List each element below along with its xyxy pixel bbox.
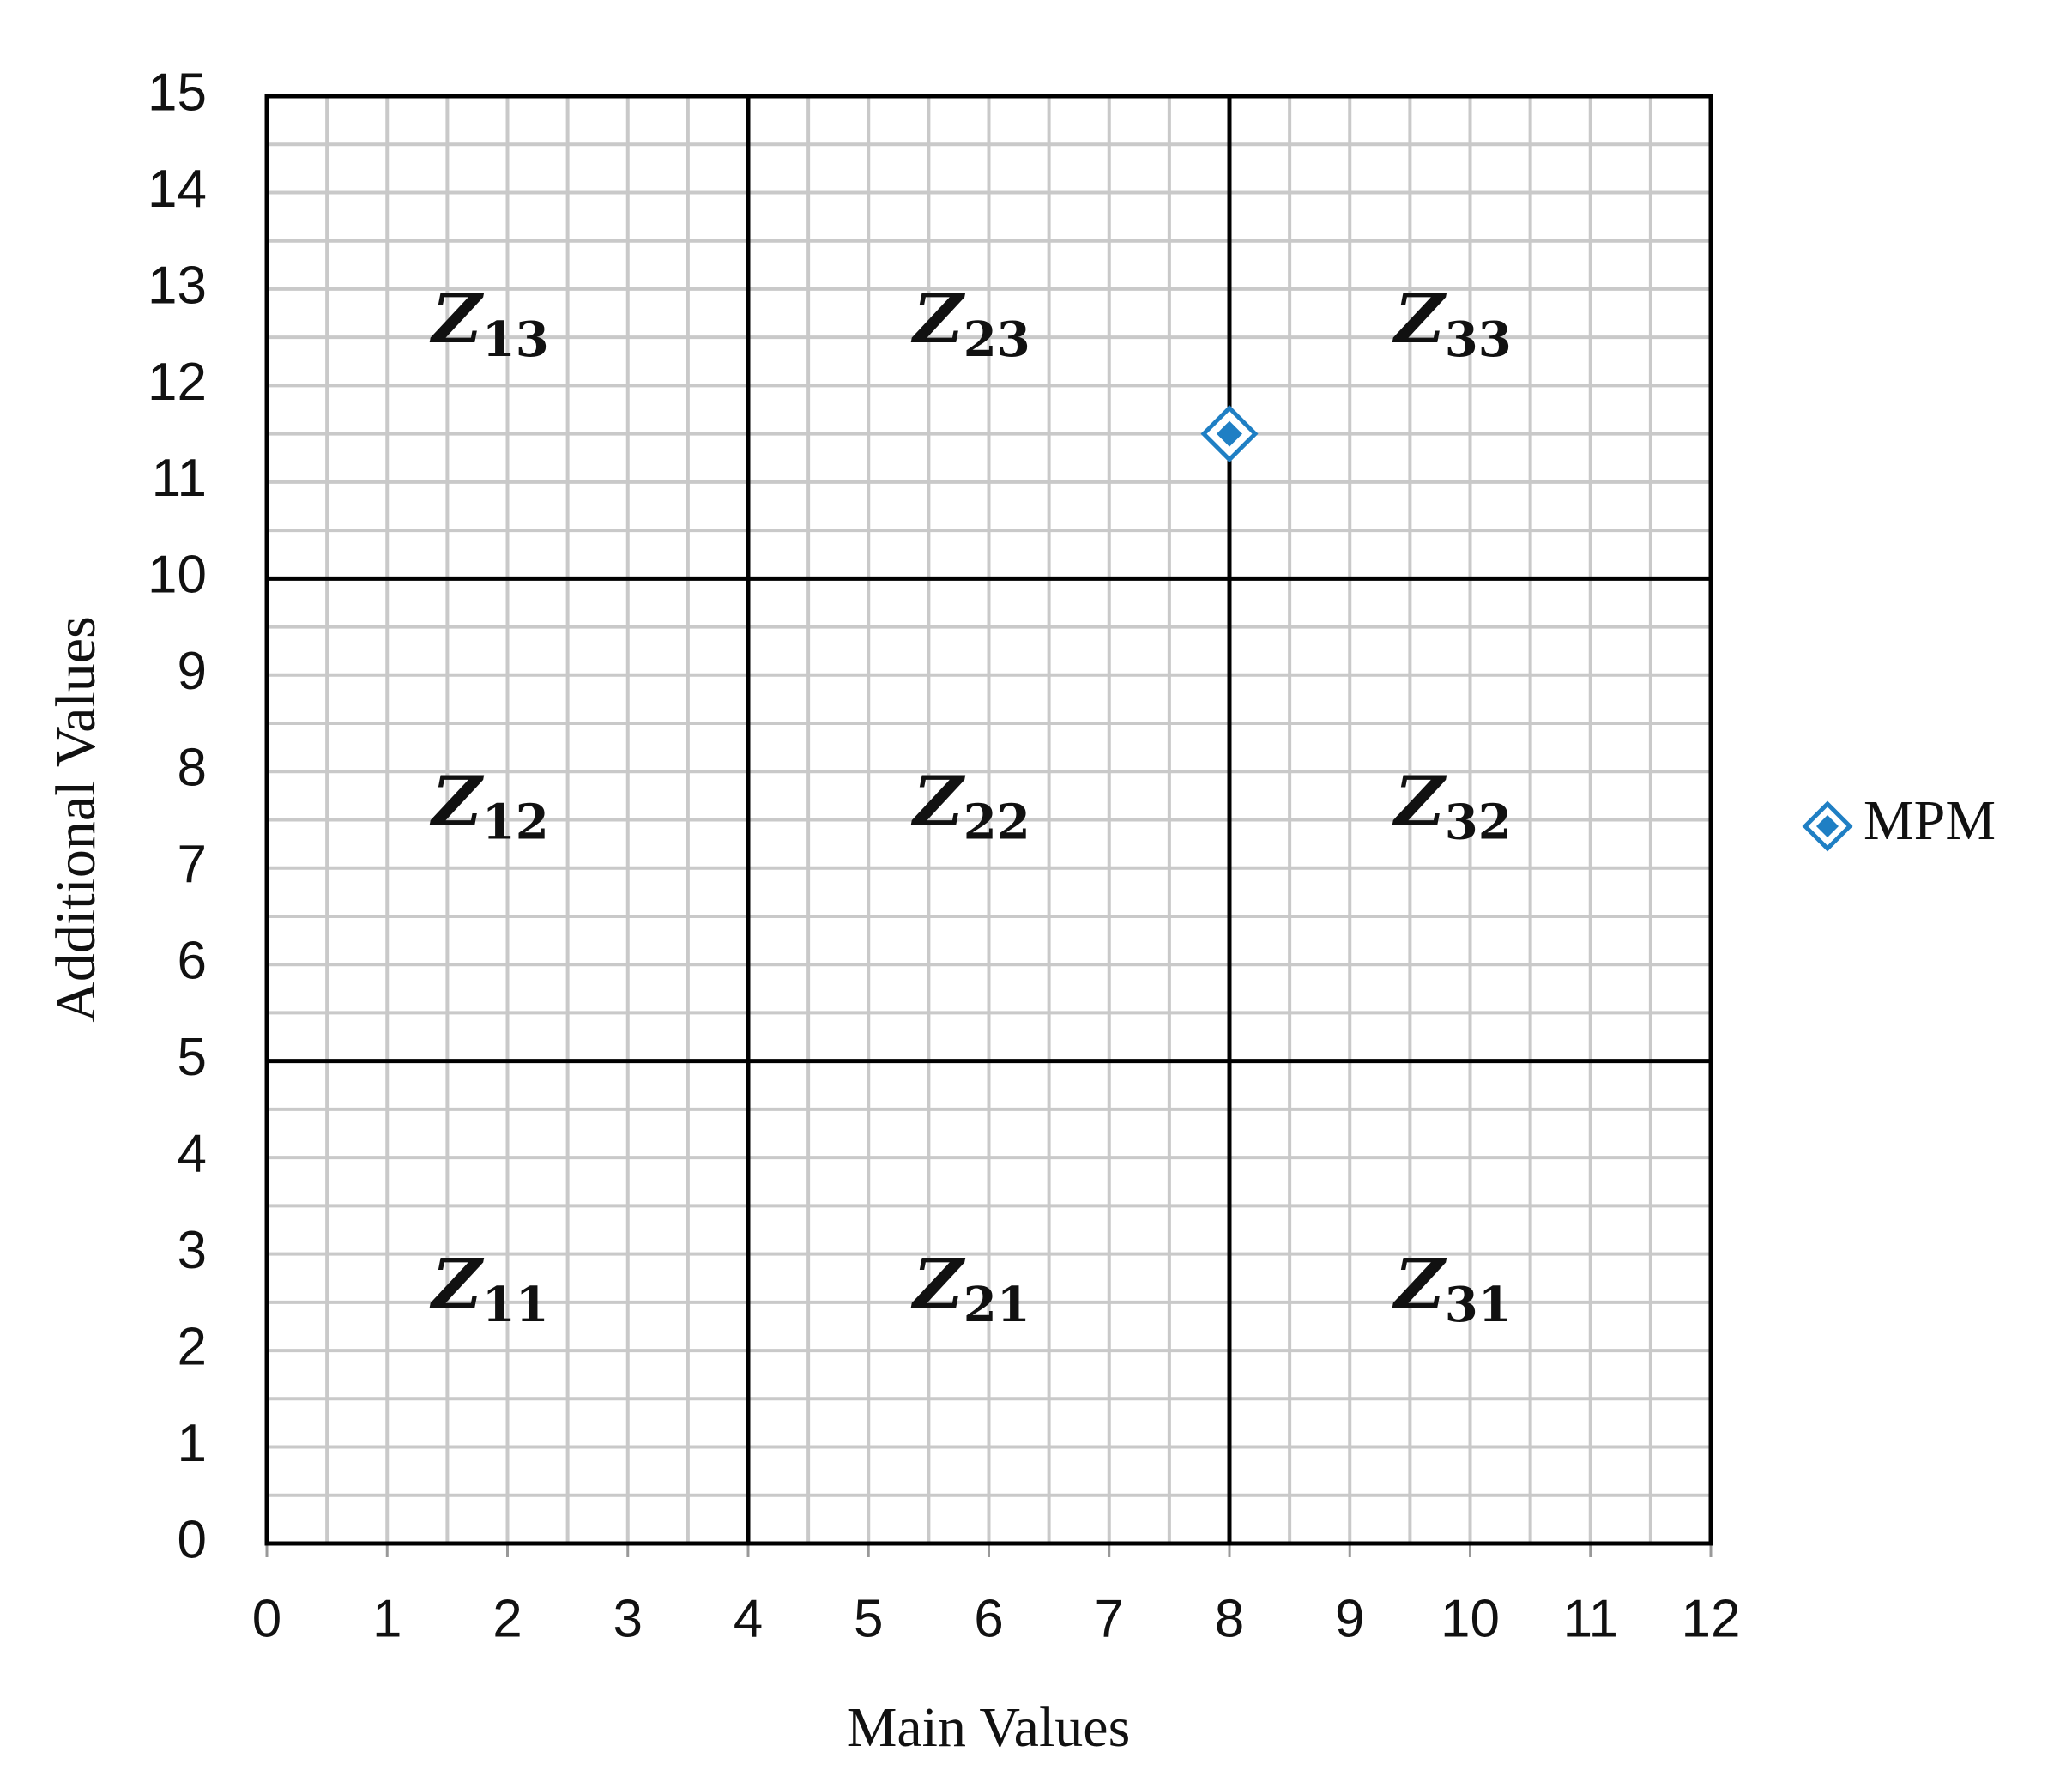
zone-label: Z13 — [429, 278, 548, 368]
zone-symbol: Z — [910, 760, 965, 841]
legend-label: MPM — [1864, 789, 1996, 852]
y-tick-label: 10 — [148, 546, 207, 605]
y-tick-label: 8 — [178, 739, 207, 798]
zone-symbol: Z — [1392, 1243, 1447, 1324]
zone-label: Z11 — [429, 1243, 548, 1333]
x-tick-label: 6 — [974, 1589, 1003, 1648]
zone-label: Z32 — [1392, 760, 1511, 850]
zone-index: 11 — [482, 1276, 549, 1332]
zone-index: 23 — [964, 311, 1030, 368]
marker-inner — [1816, 815, 1839, 837]
y-tick-label: 9 — [178, 642, 207, 701]
x-tick-label: 8 — [1215, 1589, 1244, 1648]
data-point — [1200, 405, 1259, 463]
zone-index: 31 — [1445, 1276, 1512, 1332]
x-tick-label: 3 — [613, 1589, 643, 1648]
zone-label: Z23 — [910, 278, 1030, 368]
y-tick-label: 5 — [178, 1028, 207, 1087]
zone-index: 33 — [1445, 311, 1512, 368]
zone-symbol: Z — [429, 278, 484, 359]
y-tick-label: 14 — [148, 160, 207, 219]
x-tick-label: 5 — [854, 1589, 883, 1648]
y-axis-title: Additional Values — [45, 616, 107, 1023]
zone-index: 21 — [964, 1276, 1030, 1332]
legend-marker — [1802, 800, 1853, 852]
zone-label: Z22 — [910, 760, 1030, 850]
y-tick-label: 11 — [152, 449, 207, 508]
zone-label: Z21 — [910, 1243, 1030, 1333]
zone-index: 22 — [964, 794, 1030, 850]
y-tick-label: 3 — [178, 1221, 207, 1280]
zone-symbol: Z — [910, 1243, 965, 1324]
y-tick-label: 13 — [148, 256, 207, 315]
zone-label: Z12 — [429, 760, 548, 850]
zone-symbol: Z — [429, 760, 484, 841]
y-tick-label: 7 — [178, 835, 207, 894]
y-tick-label: 15 — [148, 63, 207, 122]
plot-frame — [264, 94, 1713, 1546]
y-tick-label: 4 — [178, 1125, 207, 1184]
x-axis-title: Main Values — [847, 1696, 1131, 1759]
zone-index: 32 — [1445, 794, 1512, 850]
marker-inner — [1217, 420, 1242, 447]
y-tick-label: 1 — [178, 1414, 207, 1473]
y-tick-label: 12 — [148, 353, 207, 412]
x-tick-label: 0 — [252, 1589, 281, 1648]
x-tick-label: 10 — [1441, 1589, 1500, 1648]
zone-symbol: Z — [910, 278, 965, 359]
zone-index: 13 — [482, 311, 549, 368]
x-tick-label: 11 — [1563, 1589, 1618, 1648]
zone-symbol: Z — [1392, 278, 1447, 359]
zone-index: 12 — [482, 794, 549, 850]
y-tick-label: 0 — [178, 1510, 207, 1569]
zone-symbol: Z — [429, 1243, 484, 1324]
zone-label: Z31 — [1392, 1243, 1511, 1333]
x-tick-label: 7 — [1095, 1589, 1124, 1648]
y-tick-label: 6 — [178, 932, 207, 991]
x-tick-label: 2 — [492, 1589, 522, 1648]
y-tick-label: 2 — [178, 1317, 207, 1376]
x-tick-label: 9 — [1335, 1589, 1364, 1648]
x-tick-label: 12 — [1682, 1589, 1741, 1648]
x-tick-label: 4 — [734, 1589, 763, 1648]
zone-label: Z33 — [1392, 278, 1511, 368]
x-tick-label: 1 — [372, 1589, 402, 1648]
zone-symbol: Z — [1392, 760, 1447, 841]
